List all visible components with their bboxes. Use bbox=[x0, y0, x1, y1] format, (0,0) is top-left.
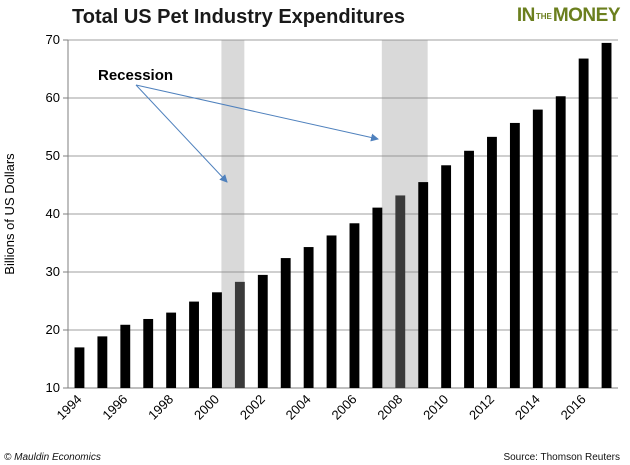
chart-title: Total US Pet Industry Expenditures bbox=[72, 6, 406, 28]
y-tick-label-10: 10 bbox=[46, 380, 60, 395]
x-tick-label-1996: 1996 bbox=[99, 392, 130, 423]
brand-logo-part-the: THE bbox=[535, 12, 552, 22]
y-tick-label-70: 70 bbox=[46, 32, 60, 47]
recession-arrow-2 bbox=[135, 84, 379, 142]
y-tick-label-30: 30 bbox=[46, 264, 60, 279]
x-tick-label-2000: 2000 bbox=[191, 392, 222, 423]
bar-1995 bbox=[97, 336, 108, 388]
bar-1998 bbox=[166, 312, 177, 388]
brand-logo-part-in: IN bbox=[516, 5, 536, 26]
bar-2005 bbox=[326, 235, 337, 388]
bar-2007 bbox=[372, 207, 383, 388]
bar-2000 bbox=[212, 292, 222, 388]
bar-2011 bbox=[464, 150, 474, 388]
y-tick-label-20: 20 bbox=[46, 322, 60, 337]
y-tick-label-60: 60 bbox=[46, 90, 60, 105]
bar-2013 bbox=[509, 122, 520, 388]
x-tick-label-2016: 2016 bbox=[558, 392, 589, 423]
bar-2008 bbox=[395, 195, 406, 388]
y-tick-label-40: 40 bbox=[46, 206, 60, 221]
x-tick-label-2014: 2014 bbox=[512, 392, 543, 423]
x-tick-label-1998: 1998 bbox=[145, 392, 176, 423]
bar-1994 bbox=[74, 347, 85, 388]
y-tick-label-50: 50 bbox=[46, 148, 60, 163]
bar-1996 bbox=[120, 324, 131, 388]
recession-annotation: Recession bbox=[98, 67, 173, 84]
bar-2017 bbox=[601, 42, 612, 389]
bar-2010 bbox=[441, 165, 452, 388]
bar-1999 bbox=[189, 301, 199, 388]
source-note: Source: Thomson Reuters bbox=[503, 452, 620, 463]
x-tick-label-2002: 2002 bbox=[237, 392, 268, 423]
bar-2015 bbox=[555, 96, 566, 388]
bar-2004 bbox=[303, 247, 314, 388]
brand-logo-part-money: MONEY bbox=[552, 5, 621, 26]
recession-arrow-1 bbox=[135, 84, 228, 183]
bar-2014 bbox=[532, 109, 543, 388]
copyright-credit: © Mauldin Economics bbox=[4, 452, 101, 463]
bar-2009 bbox=[418, 182, 429, 388]
x-tick-label-2012: 2012 bbox=[466, 392, 497, 423]
y-axis-label: Billions of US Dollars bbox=[2, 153, 17, 275]
bar-2001 bbox=[234, 281, 245, 388]
brand-logo: INTHEMONEY bbox=[516, 5, 621, 27]
x-tick-label-2008: 2008 bbox=[374, 392, 405, 423]
bar-2012 bbox=[487, 136, 497, 388]
bar-2003 bbox=[280, 258, 291, 388]
bar-2006 bbox=[349, 223, 360, 388]
x-tick-label-2004: 2004 bbox=[283, 392, 314, 423]
bar-2016 bbox=[578, 58, 589, 389]
x-tick-label-2006: 2006 bbox=[329, 392, 360, 423]
bar-2002 bbox=[257, 274, 268, 388]
bar-1997 bbox=[143, 318, 154, 388]
x-tick-label-2010: 2010 bbox=[420, 392, 451, 423]
x-tick-label-1994: 1994 bbox=[54, 392, 85, 423]
